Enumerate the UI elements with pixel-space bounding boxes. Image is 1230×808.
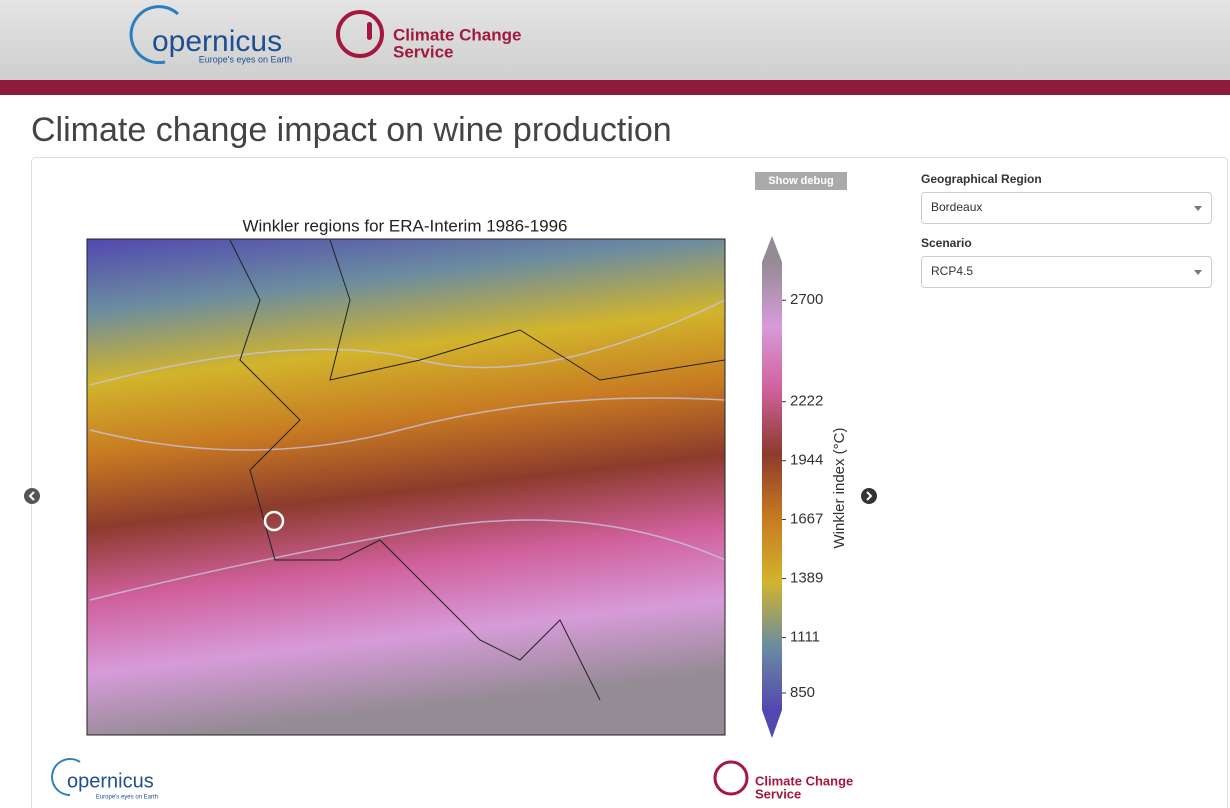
colorbar-tick-label: 2222 <box>790 393 823 410</box>
colorbar-tick-label: 1111 <box>790 629 820 646</box>
prev-button[interactable] <box>24 488 40 504</box>
logo-thermometer <box>367 22 372 40</box>
colorbar-tick-label: 1667 <box>790 511 823 528</box>
next-arrow[interactable] <box>861 488 877 504</box>
location-marker <box>263 510 285 532</box>
map-field <box>87 239 725 735</box>
control-label: Geographical Region <box>921 172 1042 186</box>
logo-line1: Climate Change <box>755 773 853 788</box>
footer-copernicus-logo: opernicus Europe's eyes on Earth <box>51 758 158 801</box>
colorbar-tick-label: 850 <box>790 684 815 701</box>
controls: Geographical Region Bordeaux Scenario RCP4.… <box>921 172 1212 288</box>
select-caret <box>1194 206 1202 211</box>
logo-ring <box>336 10 384 58</box>
logo-arc <box>129 5 180 65</box>
colorbar-label: Winkler index (°C) <box>831 427 848 548</box>
select-value[interactable]: Bordeaux <box>931 200 982 214</box>
select-box[interactable] <box>921 192 1212 224</box>
map-frame <box>86 238 726 736</box>
select-box[interactable] <box>921 256 1212 288</box>
select-caret <box>1194 270 1202 275</box>
debug-button-label[interactable]: Show debug <box>768 175 833 187</box>
header-bar <box>0 0 1230 80</box>
logo-arc <box>51 758 81 796</box>
colorbar-tick-label: 1944 <box>790 452 823 469</box>
logo-line2: Service <box>393 42 454 61</box>
colorbar-body <box>762 262 782 710</box>
colorbar-tick-label: 1389 <box>790 570 823 587</box>
colorbar: 850 1111 1389 1667 1944 2222 2700 <box>762 236 823 738</box>
page-title: Climate change impact on wine production <box>31 111 672 149</box>
chart-title: Winkler regions for ERA-Interim 1986-199… <box>242 216 567 235</box>
coastlines <box>229 239 725 701</box>
logo-wordmark: opernicus <box>152 25 282 58</box>
footer-c3s-logo: Climate Change Service <box>713 760 853 801</box>
next-button[interactable] <box>861 488 877 504</box>
colorbar-extend-bottom <box>762 710 782 738</box>
logo-tagline: Europe's eyes on Earth <box>199 54 292 64</box>
next-icon <box>866 491 873 501</box>
prev-arrow[interactable] <box>24 488 40 504</box>
select-value[interactable]: RCP4.5 <box>931 264 973 278</box>
prev-icon <box>28 491 35 501</box>
logo-ring <box>713 760 749 796</box>
c3s-logo: Climate Change Service <box>336 10 521 61</box>
logo-wordmark: opernicus <box>67 770 154 792</box>
header-stripe <box>0 80 1230 95</box>
colorbar-tick-label: 2700 <box>790 291 823 308</box>
logo-tagline: Europe's eyes on Earth <box>96 795 158 801</box>
copernicus-logo: opernicus Europe's eyes on Earth <box>129 5 292 65</box>
logo-line2: Service <box>755 786 801 801</box>
colorbar-extend-top <box>762 236 782 262</box>
map <box>87 239 725 735</box>
debug-button[interactable] <box>755 172 847 190</box>
logo-line1: Climate Change <box>393 25 521 44</box>
control-label: Scenario <box>921 236 972 250</box>
